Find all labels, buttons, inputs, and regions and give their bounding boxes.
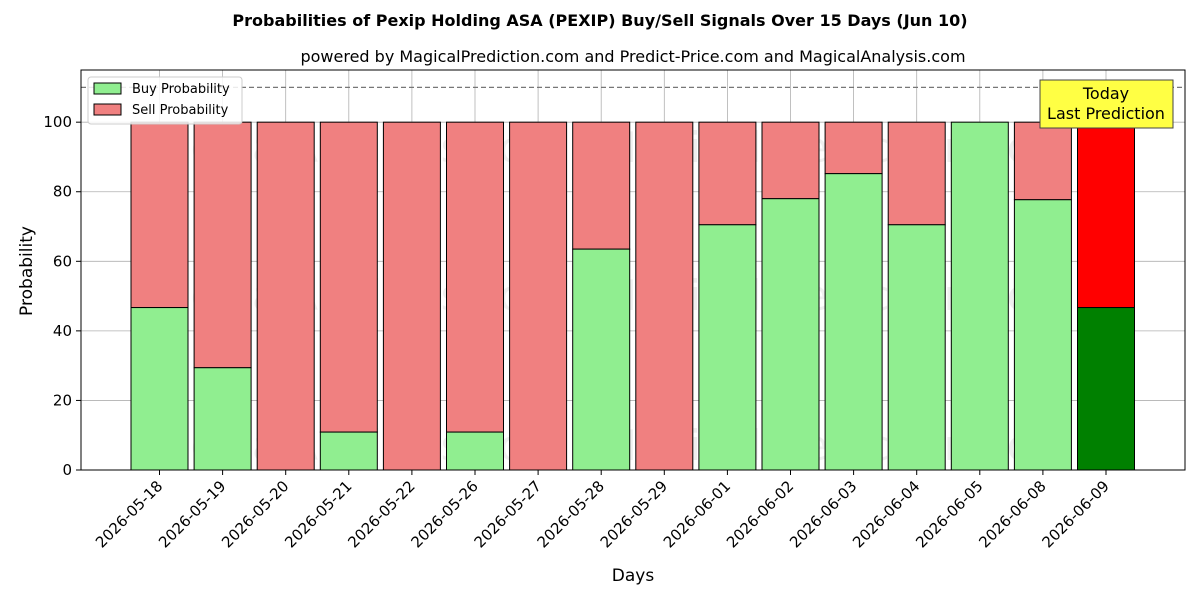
x-axis-ticks: 2026-05-182026-05-192026-05-202026-05-21… xyxy=(92,470,1113,551)
y-tick-label: 80 xyxy=(53,183,72,201)
bars xyxy=(130,121,1135,471)
bar-sell xyxy=(761,121,820,200)
bar-sell xyxy=(698,121,757,226)
bar-sell xyxy=(446,121,504,433)
bar-sell xyxy=(130,121,189,309)
y-tick-label: 20 xyxy=(53,391,72,409)
bar-buy xyxy=(130,307,189,471)
x-tick-label: 2026-05-26 xyxy=(407,477,481,551)
x-axis-label: Days xyxy=(612,566,655,586)
x-tick-label: 2026-05-29 xyxy=(597,477,671,551)
x-tick-label: 2026-06-03 xyxy=(786,477,860,551)
bar-sell xyxy=(382,121,441,471)
legend-box xyxy=(87,76,243,125)
bar-sell xyxy=(887,121,946,226)
chart-subtitle: powered by MagicalPrediction.com and Pre… xyxy=(300,47,965,66)
bar-sell xyxy=(572,121,631,250)
bar-sell xyxy=(193,121,252,369)
bar-buy xyxy=(824,173,883,471)
bar-buy xyxy=(887,224,946,471)
legend-swatch xyxy=(93,82,122,95)
annotation-text: Today xyxy=(1082,84,1129,103)
x-tick-label: 2026-06-08 xyxy=(975,477,1049,551)
bar-buy xyxy=(446,431,504,471)
legend-label: Sell Probability xyxy=(132,103,229,118)
legend: Buy Probability Sell Probability xyxy=(87,76,243,125)
x-tick-label: 2026-05-28 xyxy=(534,477,608,551)
bar-sell xyxy=(824,121,883,175)
legend-label: Buy Probability xyxy=(132,82,230,97)
bar-sell xyxy=(319,121,378,433)
bar-buy xyxy=(761,198,820,471)
y-tick-label: 0 xyxy=(62,461,72,479)
bar-buy xyxy=(1013,199,1072,471)
x-tick-label: 2026-05-21 xyxy=(281,477,355,551)
annotation-text: Last Prediction xyxy=(1047,104,1165,123)
legend-swatch xyxy=(93,103,122,116)
x-tick-label: 2026-06-05 xyxy=(912,477,986,551)
x-tick-label: 2026-05-18 xyxy=(92,477,166,551)
annotation-box xyxy=(1039,79,1174,129)
bar-sell xyxy=(1013,121,1072,201)
bar-buy xyxy=(193,367,252,471)
bar-buy xyxy=(950,121,1009,471)
chart-title: Probabilities of Pexip Holding ASA (PEXI… xyxy=(232,11,967,30)
y-axis-label: Probability xyxy=(17,226,37,316)
bar-sell xyxy=(256,121,315,471)
y-tick-label: 100 xyxy=(43,113,72,131)
x-tick-label: 2026-05-20 xyxy=(218,477,292,551)
x-tick-label: 2026-06-02 xyxy=(723,477,797,551)
bar-buy xyxy=(698,224,757,471)
x-tick-label: 2026-05-22 xyxy=(344,477,418,551)
x-tick-label: 2026-05-27 xyxy=(471,477,545,551)
bar-buy xyxy=(1077,307,1135,471)
x-tick-label: 2026-05-19 xyxy=(155,477,229,551)
bar-sell xyxy=(1077,121,1135,309)
bar-buy xyxy=(319,431,378,471)
y-axis-ticks: 0 20 40 60 80 100 xyxy=(43,113,81,479)
x-tick-label: 2026-06-01 xyxy=(660,477,734,551)
bar-sell xyxy=(635,121,694,471)
y-tick-label: 60 xyxy=(53,252,72,270)
plot-frame xyxy=(80,69,1186,471)
y-tick-label: 40 xyxy=(53,322,72,340)
bar-buy xyxy=(572,248,631,471)
x-tick-label: 2026-06-04 xyxy=(849,477,923,551)
x-tick-label: 2026-06-09 xyxy=(1038,477,1112,551)
bar-sell xyxy=(509,121,568,471)
